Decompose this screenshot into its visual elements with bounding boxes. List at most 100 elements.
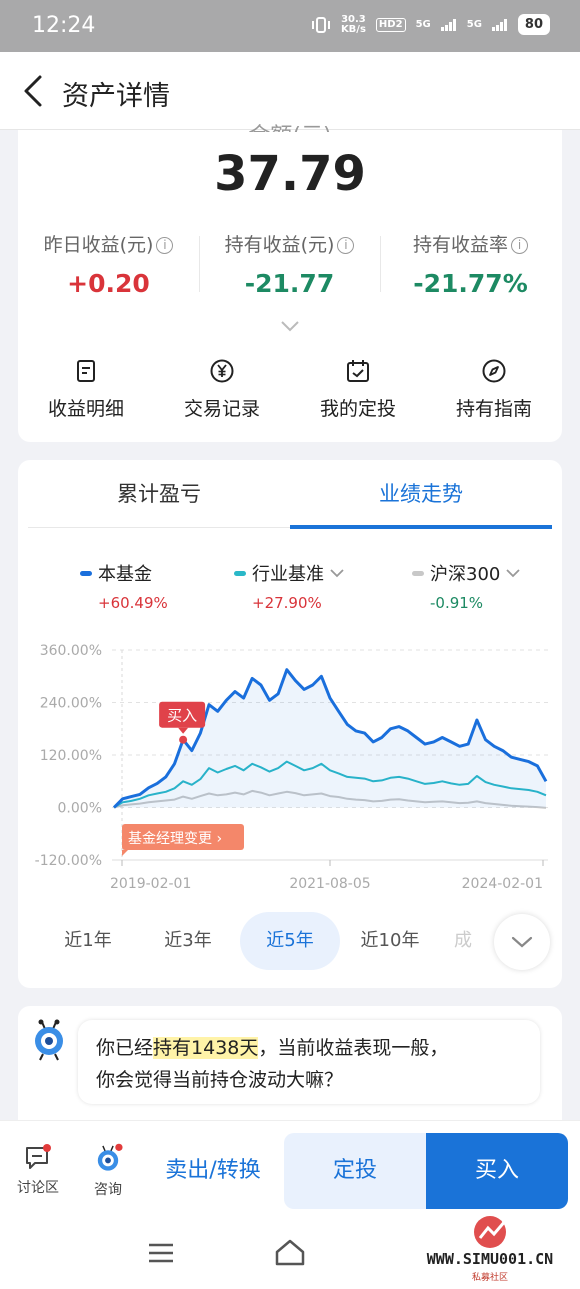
manager-change-box: [122, 824, 244, 850]
action-holding-guide[interactable]: 持有指南: [426, 358, 562, 421]
page-title: 资产详情: [62, 81, 170, 112]
legend-swatch: [234, 570, 246, 576]
chevron-down-icon: [330, 568, 344, 577]
buy-marker-label: 买入: [167, 707, 197, 725]
legend-name: 行业基准: [252, 564, 324, 585]
buy-button[interactable]: 买入: [426, 1133, 568, 1209]
action-label: 我的定投: [319, 398, 396, 420]
dingtou-button[interactable]: 定投: [284, 1133, 426, 1209]
legend-name: 沪深300: [430, 564, 501, 585]
chat-text-pre: 你已经: [96, 1037, 154, 1059]
stat-value: -21.77%: [413, 269, 528, 298]
range-10y[interactable]: 近10年: [360, 930, 420, 951]
stat-value: +0.20: [67, 269, 150, 298]
net-speed: 30.3 KB/s: [340, 13, 366, 35]
battery-indicator: 80: [517, 14, 550, 35]
chat-bubble-icon: [26, 1144, 51, 1169]
y-tick-label: 240.00%: [40, 696, 102, 712]
stat-label: 昨日收益(元): [43, 234, 154, 256]
document-icon: [77, 360, 95, 382]
manager-change-tail: [122, 850, 128, 856]
robot-assistant-icon[interactable]: [28, 1018, 70, 1062]
manager-change-label: 基金经理变更 ›: [128, 830, 222, 847]
amount-label: 金额(元): [18, 118, 562, 132]
chat-bubble[interactable]: 你已经持有1438天，当前收益表现一般， 你会觉得当前持仓波动大嘛？: [78, 1020, 540, 1104]
action-label: 交易记录: [183, 398, 260, 420]
legend-pct: +27.90%: [252, 594, 322, 612]
back-arrow-icon[interactable]: [20, 74, 50, 108]
range-5y[interactable]: 近5年: [240, 912, 340, 970]
stat-label: 持有收益率: [412, 234, 508, 256]
chart-tabs: 累计盈亏 业绩走势: [28, 460, 552, 529]
action-trade-records[interactable]: 交易记录: [154, 358, 290, 421]
status-time: 12:24: [32, 13, 96, 38]
fund-area-fill: [114, 669, 546, 808]
compass-icon: [482, 359, 506, 383]
vibrate-icon: [311, 16, 330, 33]
sell-convert-button[interactable]: 卖出/转换: [165, 1158, 261, 1183]
tab-performance-trend[interactable]: 业绩走势: [290, 460, 552, 529]
chevron-down-icon: [511, 936, 533, 948]
chevron-down-icon: [506, 568, 520, 577]
menu-icon[interactable]: [148, 1242, 174, 1264]
legend-fund[interactable]: 本基金 +60.49%: [80, 560, 168, 612]
legend-benchmark[interactable]: 行业基准 +27.90%: [234, 560, 344, 612]
performance-card: 累计盈亏 业绩走势 本基金 +60.49% 行业基准 +27.90% 沪深300…: [18, 460, 562, 988]
buy-marker-box: [159, 701, 206, 728]
watermark: WWW.SIMU001.CN 私募社区: [402, 1210, 578, 1283]
stats-row: 昨日收益(元) i +0.20 持有收益(元) i -21.77 持有收益率 i -2…: [18, 230, 562, 298]
advisor-chat-card: 你已经持有1438天，当前收益表现一般， 你会觉得当前持仓波动大嘛？: [18, 1006, 562, 1120]
x-tick-label: 2019-02-01: [110, 876, 191, 892]
y-tick-label: -120.00%: [35, 853, 102, 869]
y-tick-label: 360.00%: [40, 643, 102, 659]
info-icon[interactable]: i: [511, 237, 528, 254]
legend-pct: -0.91%: [430, 594, 484, 612]
nav-bar: 资产详情: [0, 52, 580, 130]
chat-line-2: 你会觉得当前持仓波动大嘛？: [96, 1069, 344, 1091]
range-more-button[interactable]: [494, 914, 550, 970]
legend-swatch: [412, 570, 424, 576]
x-tick-label: 2021-08-05: [289, 876, 370, 892]
robot-assistant-icon: [97, 1143, 123, 1171]
range-1y[interactable]: 近1年: [64, 930, 112, 951]
legend-csi300[interactable]: 沪深300 -0.91%: [412, 560, 520, 612]
signal-bars-icon-2: [491, 18, 507, 31]
consult-label: 咨询: [94, 1182, 122, 1198]
action-label: 持有指南: [455, 398, 532, 420]
performance-chart: 360.00% 240.00% 120.00% 0.00% -120.00% 2019-0…: [35, 643, 548, 892]
chat-text-post: ，当前收益表现一般，: [258, 1037, 449, 1059]
y-tick-label: 0.00%: [58, 801, 102, 817]
asset-amount: 37.79: [214, 146, 366, 202]
signal-bars-icon: [440, 18, 456, 31]
info-icon[interactable]: i: [337, 237, 355, 254]
signal-1: 5G: [415, 18, 431, 30]
discuss-button[interactable]: 讨论区: [10, 1143, 66, 1197]
hd-badge: HD2: [375, 17, 406, 32]
tab-cumulative-pnl[interactable]: 累计盈亏: [117, 482, 201, 506]
info-icon[interactable]: i: [156, 237, 174, 254]
range-since-inception[interactable]: 成: [454, 930, 472, 951]
signal-2: 5G: [466, 18, 482, 30]
chevron-down-icon[interactable]: [280, 320, 300, 332]
watermark-logo: [474, 1216, 510, 1248]
stat-label: 持有收益(元): [224, 234, 335, 256]
actions-row: 收益明细 交易记录 我的定投 持有指南: [18, 358, 562, 421]
legend-name: 本基金: [98, 564, 152, 585]
stat-holding-rate: 持有收益率 i -21.77%: [380, 230, 561, 298]
action-label: 收益明细: [47, 398, 124, 420]
home-icon[interactable]: [274, 1238, 306, 1266]
consult-button[interactable]: 咨询: [80, 1143, 136, 1199]
range-selector: 近1年 近3年 近5年 近10年 成: [18, 912, 562, 972]
status-bar: 12:24 30.3 KB/s HD2 5G 5G 80: [0, 0, 580, 52]
buy-marker-tail: [178, 727, 189, 734]
discuss-label: 讨论区: [17, 1180, 59, 1196]
action-income-detail[interactable]: 收益明细: [18, 358, 154, 421]
range-3y[interactable]: 近3年: [164, 930, 212, 951]
watermark-site: WWW.SIMU001.CN: [426, 1250, 554, 1268]
legend-swatch: [80, 570, 92, 576]
stat-holding-profit: 持有收益(元) i -21.77: [199, 230, 380, 298]
action-my-dingtou[interactable]: 我的定投: [290, 358, 426, 421]
calendar-check-icon: [347, 360, 369, 382]
buy-point: [179, 735, 188, 744]
stat-yesterday: 昨日收益(元) i +0.20: [18, 230, 199, 298]
